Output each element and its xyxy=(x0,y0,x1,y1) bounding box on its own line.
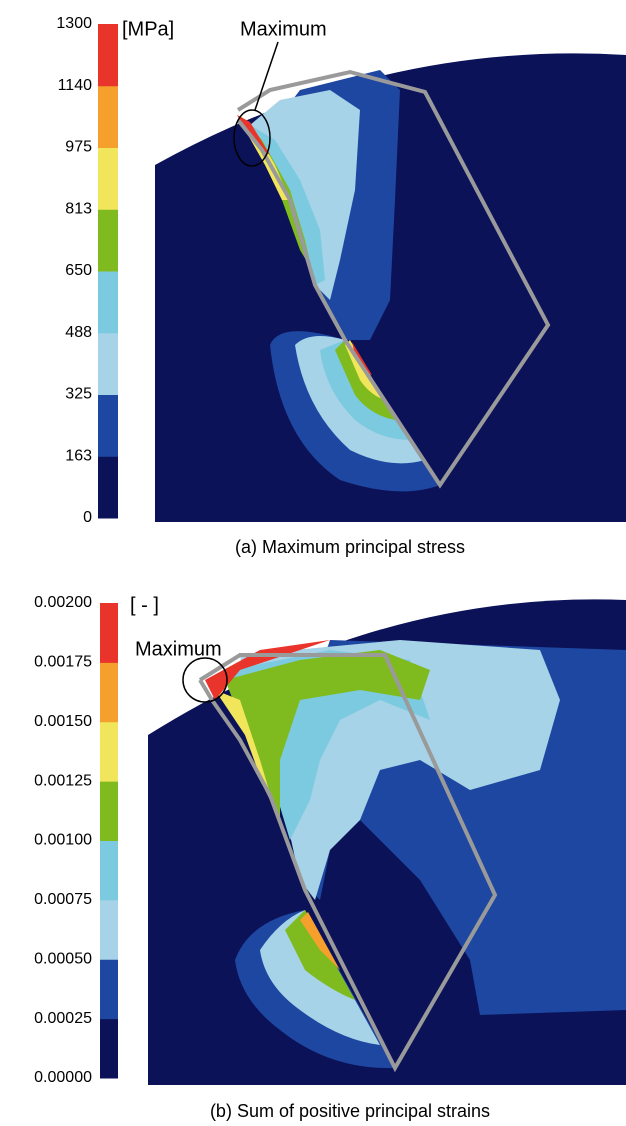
color-band xyxy=(100,900,118,960)
colorbar-tick-label: 488 xyxy=(65,324,92,341)
colorbar-tick-label: 0.00175 xyxy=(34,654,92,671)
colorbar-tick-label: 0 xyxy=(83,509,92,526)
color-band xyxy=(98,148,118,210)
colorbar-tick-label: 813 xyxy=(65,200,92,217)
colorbar-tick-label: 975 xyxy=(65,139,92,156)
color-band xyxy=(98,333,118,395)
color-band xyxy=(100,662,118,722)
color-band xyxy=(100,1019,118,1079)
colorbar-tick-label: 0.00025 xyxy=(34,1010,92,1027)
color-band xyxy=(100,781,118,841)
color-band xyxy=(98,86,118,148)
contour-plot-a xyxy=(155,42,626,522)
colorbar-tick-label: 0.00075 xyxy=(34,891,92,908)
caption: (a) Maximum principal stress xyxy=(235,537,465,557)
colorbar-tick-label: 0.00050 xyxy=(34,950,92,967)
annotation: Maximum xyxy=(135,638,222,660)
colorbar-tick-label: 0.00150 xyxy=(34,713,92,730)
caption: (b) Sum of positive principal strains xyxy=(210,1101,490,1121)
colorbar-tick-label: 1300 xyxy=(56,15,92,32)
color-band xyxy=(100,959,118,1019)
unit-label: [ - ] xyxy=(130,594,159,616)
colorbar-tick-label: 163 xyxy=(65,447,92,464)
unit-label: [MPa] xyxy=(122,18,174,40)
colorbar-tick-label: 0.00000 xyxy=(34,1069,92,1086)
colorbar-tick-label: 1140 xyxy=(58,77,93,94)
color-band xyxy=(100,603,118,663)
color-band xyxy=(98,395,118,457)
colorbar-tick-label: 0.00200 xyxy=(34,594,92,611)
figure: Maximum [MPa] (a) Maximum principal stre… xyxy=(0,0,626,1126)
colorbar-tick-label: 650 xyxy=(65,262,92,279)
colorbar-tick-label: 0.00125 xyxy=(34,772,92,789)
colorbar-tick-label: 325 xyxy=(65,386,92,403)
contour-plot-b xyxy=(148,599,626,1085)
color-band xyxy=(98,456,118,518)
color-band xyxy=(98,24,118,86)
annotation: Maximum xyxy=(240,18,327,40)
color-band xyxy=(100,722,118,782)
color-band xyxy=(100,841,118,901)
color-band xyxy=(98,271,118,333)
color-band xyxy=(98,209,118,271)
colorbar-tick-label: 0.00100 xyxy=(34,832,92,849)
